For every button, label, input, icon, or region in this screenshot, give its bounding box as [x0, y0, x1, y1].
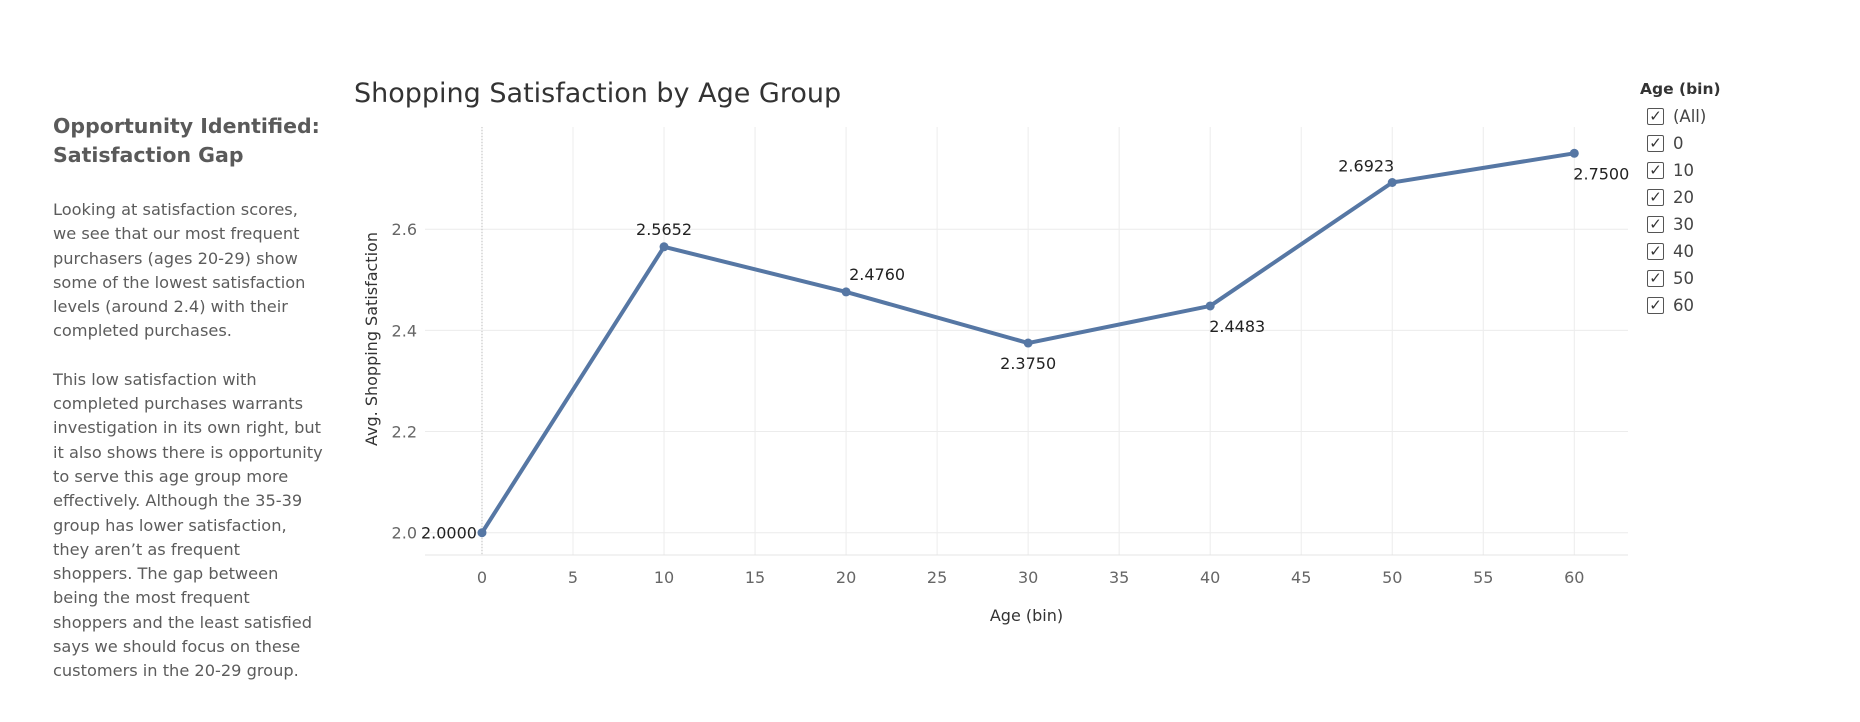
line-chart: 0 5 10 15 20 25 30 35 40 45 50 55 60 2.0 2.2 2.4 2.6 Age … — [362, 127, 1629, 625]
data-label: 2.6923 — [1338, 156, 1394, 175]
y-tick-label: 2.4 — [392, 321, 417, 340]
data-point — [1205, 301, 1215, 311]
filter-item-label: 10 — [1673, 161, 1694, 180]
story-panel: Opportunity Identified: Satisfaction Gap… — [53, 112, 323, 708]
filter-item[interactable]: ✓ 60 — [1640, 292, 1840, 319]
checkbox-icon[interactable]: ✓ — [1647, 297, 1664, 314]
filter-item-label: 60 — [1673, 296, 1694, 315]
age-bin-filter: Age (bin) ✓ (All) ✓ 0 ✓ 10 ✓ 20 ✓ 30 ✓ 40 ✓ 50 ✓ 60 — [1640, 80, 1840, 319]
filter-title: Age (bin) — [1640, 80, 1721, 98]
x-tick-label: 50 — [1382, 568, 1402, 587]
data-label: 2.4760 — [849, 265, 905, 284]
filter-item-label: 50 — [1673, 269, 1694, 288]
filter-item[interactable]: ✓ 40 — [1640, 238, 1840, 265]
data-label: 2.0000 — [421, 524, 477, 543]
filter-item-label: 40 — [1673, 242, 1694, 261]
x-tick-label: 10 — [654, 568, 674, 587]
checkbox-icon[interactable]: ✓ — [1647, 243, 1664, 260]
x-tick-label: 15 — [745, 568, 765, 587]
filter-item-label: 30 — [1673, 215, 1694, 234]
data-label: 2.7500 — [1573, 164, 1629, 183]
checkbox-icon[interactable]: ✓ — [1647, 135, 1664, 152]
checkbox-icon[interactable]: ✓ — [1647, 108, 1664, 125]
filter-item[interactable]: ✓ 50 — [1640, 265, 1840, 292]
story-paragraph-1: Looking at satisfaction scores, we see t… — [53, 200, 306, 341]
x-axis-title: Age (bin) — [990, 606, 1063, 625]
x-tick-label: 45 — [1291, 568, 1311, 587]
chart-title: Shopping Satisfaction by Age Group — [354, 78, 842, 109]
filter-item[interactable]: ✓ 0 — [1640, 130, 1840, 157]
y-tick-label: 2.6 — [392, 220, 417, 239]
checkbox-icon[interactable]: ✓ — [1647, 162, 1664, 179]
data-point — [1023, 338, 1033, 348]
data-point — [841, 287, 851, 297]
filter-item-label: 0 — [1673, 134, 1684, 153]
data-label: 2.4483 — [1209, 317, 1265, 336]
filter-item-label: (All) — [1673, 107, 1707, 126]
data-point — [659, 242, 669, 252]
filter-item[interactable]: ✓ 20 — [1640, 184, 1840, 211]
x-tick-label: 40 — [1200, 568, 1220, 587]
data-point — [477, 528, 487, 538]
filter-item[interactable]: ✓ 10 — [1640, 157, 1840, 184]
y-axis-title: Avg. Shopping Satisfaction — [362, 232, 381, 446]
x-tick-label: 5 — [568, 568, 578, 587]
filter-item[interactable]: ✓ 30 — [1640, 211, 1840, 238]
data-label: 2.5652 — [636, 220, 692, 239]
story-paragraph-2: This low satisfaction with completed pur… — [53, 369, 323, 681]
y-tick-label: 2.2 — [392, 423, 417, 442]
x-tick-label: 30 — [1018, 568, 1038, 587]
x-tick-label: 60 — [1564, 568, 1584, 587]
story-heading: Opportunity Identified: Satisfaction Gap — [53, 114, 320, 167]
x-tick-label: 25 — [927, 568, 947, 587]
x-tick-label: 55 — [1473, 568, 1493, 587]
checkbox-icon[interactable]: ✓ — [1647, 189, 1664, 206]
x-tick-label: 35 — [1109, 568, 1129, 587]
data-label: 2.3750 — [1000, 354, 1056, 373]
checkbox-icon[interactable]: ✓ — [1647, 216, 1664, 233]
x-tick-label: 0 — [477, 568, 487, 587]
data-point — [1569, 148, 1579, 158]
filter-item[interactable]: ✓ (All) — [1640, 103, 1840, 130]
x-tick-label: 20 — [836, 568, 856, 587]
filter-item-label: 20 — [1673, 188, 1694, 207]
y-tick-label: 2.0 — [392, 524, 417, 543]
checkbox-icon[interactable]: ✓ — [1647, 270, 1664, 287]
data-point — [1387, 177, 1397, 187]
